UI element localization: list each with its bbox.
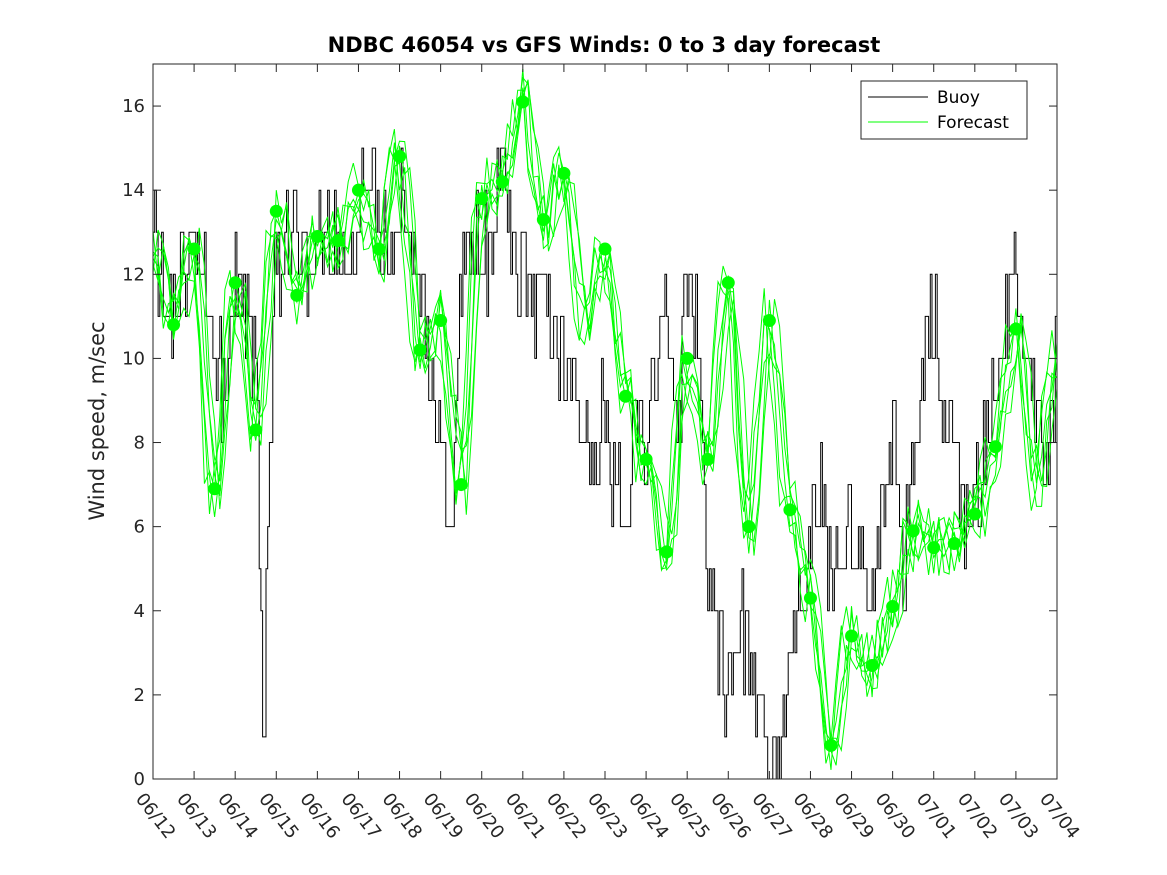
forecast-point bbox=[187, 242, 201, 256]
forecast-point bbox=[721, 276, 735, 290]
forecast-point bbox=[351, 183, 365, 197]
y-tick-label: 12 bbox=[122, 264, 145, 285]
y-tick-label: 14 bbox=[122, 180, 145, 201]
forecast-point bbox=[865, 658, 879, 672]
forecast-point bbox=[947, 536, 961, 550]
forecast-point bbox=[886, 600, 900, 614]
forecast-point bbox=[269, 204, 283, 218]
legend-box bbox=[860, 80, 1028, 140]
forecast-point bbox=[742, 520, 756, 534]
forecast-point bbox=[331, 234, 345, 248]
legend-forecast-label: Forecast bbox=[937, 113, 1009, 133]
forecast-point bbox=[619, 389, 633, 403]
chart-title: NDBC 46054 vs GFS Winds: 0 to 3 day fore… bbox=[328, 33, 881, 57]
y-tick-label: 6 bbox=[134, 517, 145, 538]
forecast-point bbox=[249, 423, 263, 437]
y-axis-label: Wind speed, m/sec bbox=[85, 321, 109, 520]
forecast-point bbox=[660, 545, 674, 559]
forecast-point bbox=[783, 503, 797, 517]
y-tick-label: 2 bbox=[134, 685, 145, 706]
y-axis: 0 2 4 6 8 10 12 14 16 bbox=[122, 96, 1057, 790]
forecast-point bbox=[803, 591, 817, 605]
forecast-series-6 bbox=[153, 80, 1057, 753]
forecast-point bbox=[413, 343, 427, 357]
forecast-point bbox=[762, 314, 776, 328]
forecast-point bbox=[536, 213, 550, 227]
forecast-series-5 bbox=[153, 79, 1057, 766]
forecast-point bbox=[557, 166, 571, 180]
y-tick-label: 8 bbox=[134, 433, 145, 454]
forecast-point bbox=[310, 229, 324, 243]
forecast-point bbox=[598, 242, 612, 256]
forecast-point bbox=[495, 175, 509, 189]
y-tick-label: 10 bbox=[122, 348, 145, 369]
forecast-point bbox=[906, 524, 920, 538]
forecast-point bbox=[228, 276, 242, 290]
forecast-point bbox=[475, 192, 489, 206]
y-tick-label: 0 bbox=[134, 769, 145, 790]
forecast-point bbox=[927, 541, 941, 555]
forecast-point bbox=[372, 242, 386, 256]
forecast-series-1 bbox=[153, 87, 1057, 743]
forecast-point bbox=[1009, 322, 1023, 336]
legend: Buoy Forecast bbox=[860, 80, 1028, 140]
series-group bbox=[153, 68, 1057, 779]
forecast-point bbox=[167, 318, 181, 332]
plot-area bbox=[153, 68, 1057, 779]
forecast-point bbox=[701, 452, 715, 466]
buoy-series bbox=[153, 147, 1057, 779]
forecast-point bbox=[988, 440, 1002, 454]
forecast-point bbox=[680, 351, 694, 365]
legend-buoy-label: Buoy bbox=[937, 88, 980, 108]
forecast-point bbox=[434, 314, 448, 328]
forecast-point bbox=[639, 452, 653, 466]
forecast-point bbox=[393, 150, 407, 164]
y-tick-label: 16 bbox=[122, 96, 145, 117]
y-tick-label: 4 bbox=[134, 601, 145, 622]
forecast-point bbox=[454, 478, 468, 492]
forecast-point bbox=[824, 738, 838, 752]
forecast-point bbox=[968, 507, 982, 521]
forecast-point bbox=[845, 629, 859, 643]
forecast-point bbox=[208, 482, 222, 496]
forecast-point bbox=[290, 288, 304, 302]
forecast-point bbox=[516, 95, 530, 109]
